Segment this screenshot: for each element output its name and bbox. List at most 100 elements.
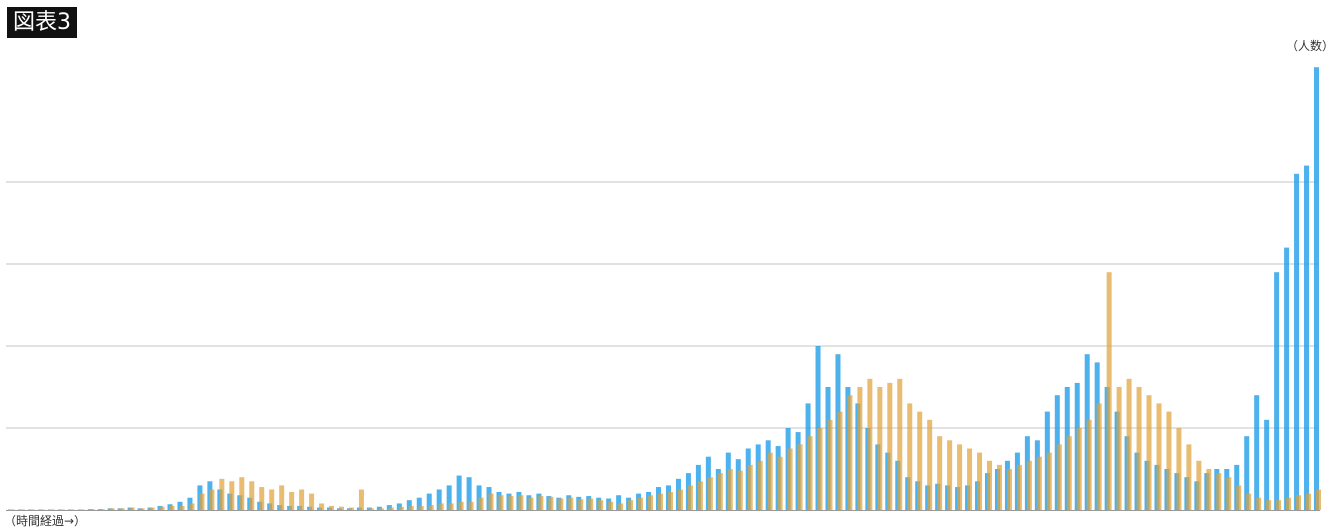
bar-series-b xyxy=(787,448,793,510)
bar-series-b xyxy=(538,496,544,510)
bar-series-b xyxy=(408,505,414,510)
bar-series-b xyxy=(967,448,973,510)
bar-series-a xyxy=(416,497,422,510)
bar-series-b xyxy=(388,507,394,510)
bar-series-b xyxy=(857,387,863,510)
bar-series-b xyxy=(1256,497,1262,510)
bar-series-b xyxy=(1286,497,1292,510)
bar-series-b xyxy=(309,493,315,510)
bar-series-b xyxy=(338,506,344,510)
bar-series-b xyxy=(618,503,624,510)
bar-series-b xyxy=(917,411,923,510)
bar-series-b xyxy=(1176,428,1182,510)
bar-series-b xyxy=(438,503,444,510)
bar-series-b xyxy=(757,460,763,510)
bar-series-b xyxy=(1056,444,1062,510)
bar-series-b xyxy=(478,497,484,510)
bar-series-b xyxy=(29,509,35,510)
bar-series-b xyxy=(996,464,1002,510)
bar-series-b xyxy=(468,501,474,510)
bar-series-b xyxy=(159,506,165,510)
bar-series-a xyxy=(426,493,432,510)
bar-series-b xyxy=(1116,387,1122,510)
bar-series-b xyxy=(877,387,883,510)
bar-series-b xyxy=(707,477,713,510)
bar-series-a xyxy=(1304,165,1310,510)
bar-series-b xyxy=(628,500,634,510)
bar-series-a xyxy=(446,485,452,510)
bar-series-b xyxy=(887,382,893,510)
bar-series-b xyxy=(1276,500,1282,510)
bar-series-a xyxy=(386,505,392,510)
bar-series-b xyxy=(229,481,235,510)
bar-series-b xyxy=(1216,473,1222,510)
bar-series-b xyxy=(219,478,225,510)
bar-series-b xyxy=(658,493,664,510)
bar-series-b xyxy=(947,440,953,510)
bar-series-b xyxy=(987,460,993,510)
bar-series-b xyxy=(289,491,295,510)
bar-series-b xyxy=(1146,395,1152,510)
bar-series-b xyxy=(1296,495,1302,510)
y-axis-label: （人数） xyxy=(1285,39,1334,53)
bar-series-b xyxy=(588,498,594,510)
bar-series-b xyxy=(927,419,933,510)
bar-series-b xyxy=(169,505,175,510)
bar-series-b xyxy=(807,436,813,510)
bar-series-b xyxy=(59,509,65,510)
bar-series-b xyxy=(1076,428,1082,510)
bar-series-b xyxy=(837,411,843,510)
bar-series-b xyxy=(139,508,145,510)
bar-series-b xyxy=(638,497,644,510)
bar-series-b xyxy=(1016,464,1022,510)
bar-series-b xyxy=(1196,460,1202,510)
bar-series-b xyxy=(1026,460,1032,510)
bar-series-b xyxy=(418,505,424,510)
bar-series-b xyxy=(119,508,125,510)
bar-series-a xyxy=(1274,272,1280,510)
bar-series-b xyxy=(428,505,434,510)
bar-series-b xyxy=(957,444,963,510)
bar-series-b xyxy=(1096,403,1102,510)
bar-series-b xyxy=(1046,452,1052,510)
bar-series-b xyxy=(1006,469,1012,510)
bar-series-b xyxy=(279,485,285,510)
bar-series-a xyxy=(1244,436,1250,510)
bar-series-b xyxy=(1156,403,1162,510)
bar-series-b xyxy=(19,509,25,510)
bar-series-b xyxy=(249,481,255,510)
bar-series-b xyxy=(1246,493,1252,510)
bar-series-b xyxy=(548,496,554,510)
bar-series-b xyxy=(358,489,364,510)
bar-series-b xyxy=(827,419,833,510)
bar-series-b xyxy=(398,506,404,510)
bar-series-b xyxy=(99,509,105,510)
bar-series-b xyxy=(149,507,155,510)
bar-series-b xyxy=(907,403,913,510)
bar-series-b xyxy=(508,496,514,510)
bar-series-b xyxy=(39,509,45,510)
bar-series-a xyxy=(406,500,412,510)
bar-series-b xyxy=(677,489,683,510)
bar-series-b xyxy=(697,481,703,510)
bar-series-a xyxy=(1314,67,1319,510)
bar-series-b xyxy=(1066,436,1072,510)
bar-series-b xyxy=(498,495,504,510)
bar-series-b xyxy=(1136,387,1142,510)
bar-series-b xyxy=(897,378,903,510)
bar-series-a xyxy=(616,495,622,510)
bar-series-b xyxy=(69,509,75,510)
bar-series-b xyxy=(777,456,783,510)
bar-series-b xyxy=(528,497,534,510)
bar-series-b xyxy=(89,509,95,510)
bar-series-b xyxy=(199,493,205,510)
bar-series-b xyxy=(867,378,873,510)
bar-series-b xyxy=(1036,456,1042,510)
bar-series-a xyxy=(1294,173,1300,511)
bar-series-a xyxy=(466,477,472,510)
bar-series-b xyxy=(568,497,574,510)
bar-series-a xyxy=(1284,247,1290,510)
bar-series-b xyxy=(937,436,943,510)
bar-series-b xyxy=(209,489,215,510)
bar-series-b xyxy=(488,493,494,510)
